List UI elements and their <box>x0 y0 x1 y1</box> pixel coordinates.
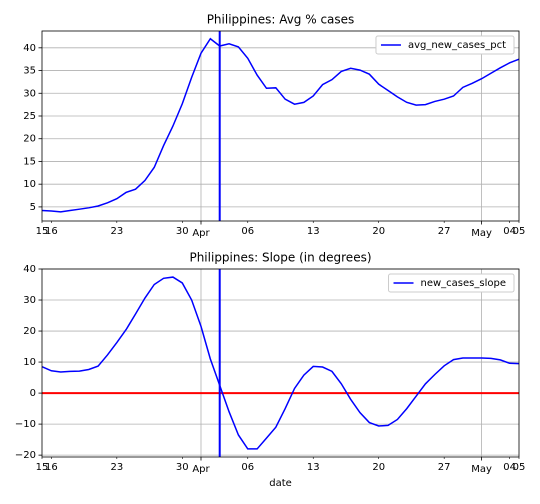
legend-label: new_cases_slope <box>421 278 506 289</box>
x-tick-label: 20 <box>372 462 385 473</box>
series-line <box>42 37 519 213</box>
y-tick-label: 40 <box>23 264 36 275</box>
legend: avg_new_cases_pct <box>375 35 515 55</box>
y-tick-label: 20 <box>23 134 36 145</box>
y-tick-label: 10 <box>23 179 36 190</box>
legend-box <box>388 273 515 293</box>
chart-title: Philippines: Avg % cases <box>207 13 355 27</box>
legend-label: avg_new_cases_pct <box>408 40 506 51</box>
y-tick-label: 30 <box>23 295 36 306</box>
y-tick-label: 10 <box>23 357 36 368</box>
y-tick-label: 20 <box>23 326 36 337</box>
x-tick-label: 30 <box>176 462 189 473</box>
x-tick-label: 15 <box>36 462 49 473</box>
x-tick-label: Apr <box>192 464 210 475</box>
x-tick-label: 27 <box>438 226 451 237</box>
x-tick-label: 23 <box>110 226 123 237</box>
x-tick-label: 30 <box>176 226 189 237</box>
x-tick-label: 27 <box>438 462 451 473</box>
y-tick-label: −20 <box>15 450 36 461</box>
x-tick-label: 15 <box>36 226 49 237</box>
plot-area <box>42 37 519 213</box>
legend-box <box>375 35 515 55</box>
x-tick-label: Apr <box>192 228 210 239</box>
y-tick-label: 15 <box>23 156 36 167</box>
y-tick-label: 5 <box>30 202 36 213</box>
series-line <box>42 276 519 450</box>
plot-area <box>42 276 519 450</box>
x-tick-label: May <box>471 228 492 239</box>
x-axis-label: date <box>269 478 292 489</box>
x-tick-label: 13 <box>307 462 320 473</box>
x-tick-label: 16 <box>45 462 58 473</box>
axes-frame <box>41 30 520 222</box>
x-tick-label: 05 <box>513 462 526 473</box>
y-tick-label: −10 <box>15 419 36 430</box>
y-tick-label: 25 <box>23 111 36 122</box>
y-tick-label: 40 <box>23 43 36 54</box>
legend: new_cases_slope <box>388 273 515 293</box>
x-tick-label: 04 <box>503 462 516 473</box>
x-tick-label: 04 <box>503 226 516 237</box>
chart-title: Philippines: Slope (in degrees) <box>189 251 371 265</box>
x-tick-label: 20 <box>372 226 385 237</box>
y-tick-label: 0 <box>30 388 36 399</box>
x-tick-label: May <box>471 464 492 475</box>
x-tick-label: 23 <box>110 462 123 473</box>
y-tick-label: 35 <box>23 66 36 77</box>
x-tick-label: 06 <box>241 462 254 473</box>
x-tick-label: 06 <box>241 226 254 237</box>
y-tick-label: 30 <box>23 88 36 99</box>
x-tick-label: 13 <box>307 226 320 237</box>
x-tick-label: 16 <box>45 226 58 237</box>
axes-frame <box>41 268 520 458</box>
x-tick-label: 05 <box>513 226 526 237</box>
